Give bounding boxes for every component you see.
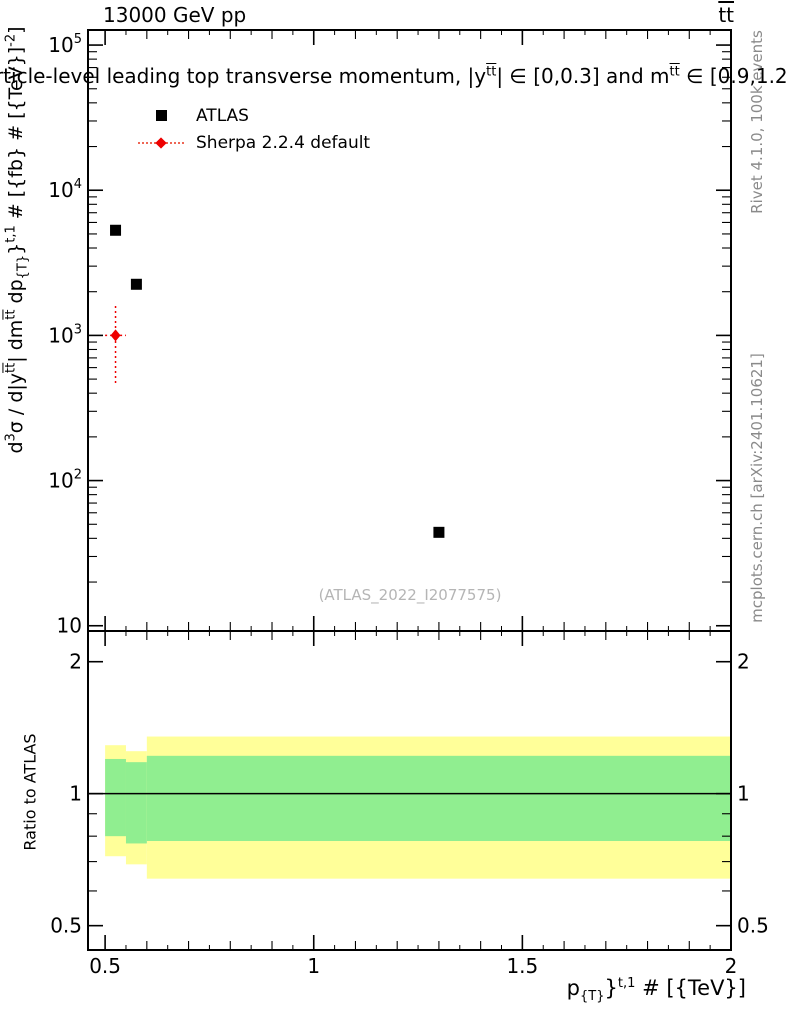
svg-text:2: 2 (725, 954, 738, 978)
rivet-version-note: Rivet 4.1.0, 100k events (748, 30, 766, 214)
svg-text:1: 1 (69, 782, 82, 806)
atlas-square-marker-icon (138, 109, 184, 123)
axis-ticks (88, 30, 732, 950)
legend: ATLAS Sherpa 2.2.4 default (138, 102, 370, 156)
ratio-axis-label: Ratio to ATLAS (20, 733, 40, 851)
svg-text:102: 102 (48, 468, 82, 493)
data-series (105, 224, 445, 538)
plot-title-text: particle-level leading top transverse mo… (0, 64, 487, 88)
beam-energy-label: 13000 GeV pp (103, 3, 247, 27)
ttbar-superscript: tt (669, 64, 680, 80)
svg-text:1: 1 (307, 954, 320, 978)
legend-label-sherpa: Sherpa 2.2.4 default (196, 132, 371, 153)
x-axis-label: p{T}}t,1 # [{TeV}] (566, 976, 746, 1005)
mcplots-arxiv-note: mcplots.cern.ch [arXiv:2401.10621] (748, 353, 766, 623)
svg-text:0.5: 0.5 (50, 914, 82, 938)
svg-text:103: 103 (48, 322, 82, 347)
ratio-bands (88, 736, 732, 879)
legend-label-atlas: ATLAS (196, 105, 249, 126)
svg-text:104: 104 (48, 177, 82, 202)
panel-frames (87, 29, 732, 951)
svg-text:1.5: 1.5 (506, 954, 538, 978)
svg-text:105: 105 (48, 32, 82, 57)
y-axis-label: d3σ / d|ytt| dmtt dp{T}}t,1 # [{fb} # [{… (3, 26, 31, 454)
plot-title: particle-level leading top transverse mo… (0, 64, 786, 88)
svg-text:1: 1 (737, 782, 750, 806)
process-label: tt (718, 3, 734, 27)
ttbar-superscript: tt (486, 64, 497, 80)
svg-text:2: 2 (69, 650, 82, 674)
svg-text:2: 2 (737, 650, 750, 674)
svg-text:0.5: 0.5 (89, 954, 121, 978)
legend-item-sherpa: Sherpa 2.2.4 default (138, 129, 370, 156)
svg-text:10: 10 (57, 614, 82, 638)
sherpa-diamond-marker-icon (138, 136, 184, 150)
analysis-id-watermark: (ATLAS_2022_I2077575) (318, 586, 502, 604)
svg-text:0.5: 0.5 (737, 914, 769, 938)
legend-item-atlas: ATLAS (138, 102, 370, 129)
